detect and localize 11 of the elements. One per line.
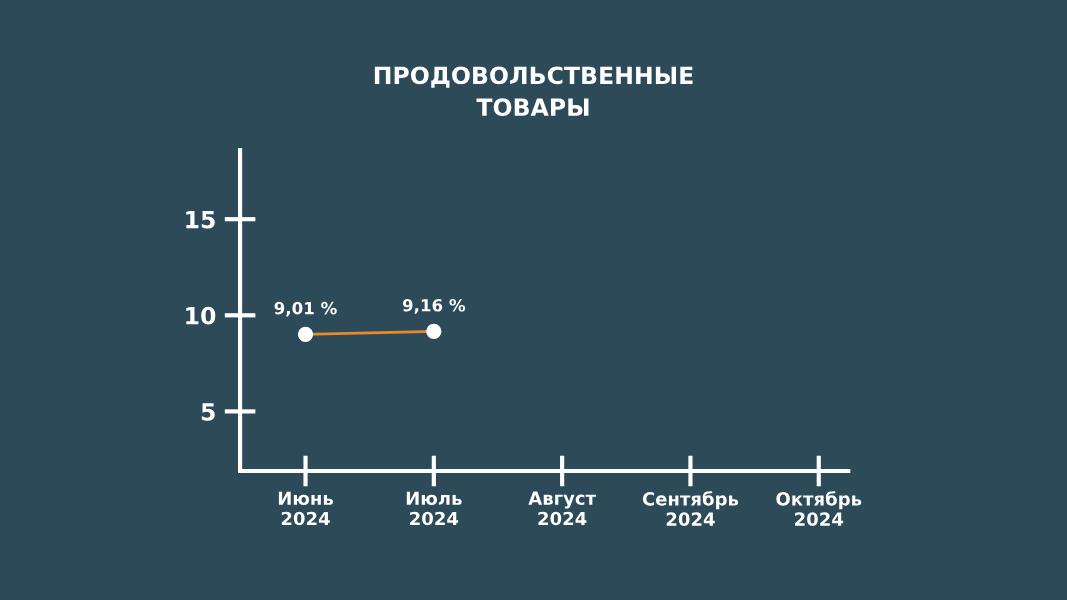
x-tick-label: Июль 2024 [406,491,462,526]
chart-title: ПРОДОВОЛЬСТВЕННЫЕ ТОВАРЫ [374,66,693,117]
x-tick-label: Июнь 2024 [278,491,333,526]
x-tick-label: Сентябрь 2024 [642,491,739,526]
data-label: 9,01 % [274,301,337,317]
x-tick-label: Август 2024 [528,491,596,526]
data-label: 9,16 % [402,298,466,314]
y-tick-label: 5 [201,403,215,421]
x-tick-label: Октябрь 2024 [776,491,862,526]
y-tick-label: 15 [186,210,215,229]
y-tick-label: 10 [186,306,216,325]
